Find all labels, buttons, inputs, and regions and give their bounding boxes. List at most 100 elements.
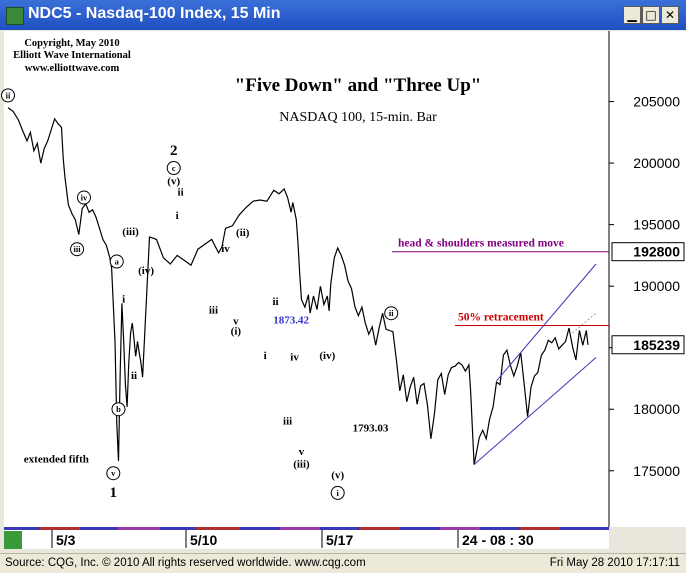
channel-upper-line [496,263,597,382]
y-tick-label: 175000 [633,463,680,479]
wave-label: (iii) [122,226,139,238]
wave-label: ii [272,296,278,308]
wave-label: v [233,316,239,328]
last-price-box [611,335,685,355]
session-band [360,527,400,530]
price-chart: head & shoulders measured move 50% retrac… [1,31,686,549]
annotations: head & shoulders measured move 50% retrac… [392,238,609,327]
price-series [7,107,589,465]
x-tick-label: 5/3 [56,532,76,548]
session-band [560,527,609,530]
wave-label: (iv) [319,350,335,362]
copyright-line-3: www.elliottwave.com [25,63,120,74]
price-axis-background [609,31,686,527]
window-title: NDC5 - Nasdaq-100 Index, 15 Min [28,5,281,22]
wave-label-circle [76,190,91,205]
wave-label: extended fifth [24,453,89,465]
wave-label-circle [384,306,399,321]
title-bar[interactable]: NDC5 - Nasdaq-100 Index, 15 Min ▁ □ ✕ [0,0,686,30]
maximize-button[interactable]: □ [642,6,660,24]
wave-label-circle [166,161,181,175]
y-tick-label: 205000 [633,94,680,110]
copyright-line-2: Elliott Wave International [13,50,131,61]
session-band [160,527,196,530]
minimize-icon: ▁ [627,8,637,22]
y-tick-label: 190000 [633,278,680,294]
x-tick-label: 5/17 [326,532,353,548]
session-band [80,527,118,530]
price-line [7,107,589,465]
minimize-button[interactable]: ▁ [623,6,641,24]
wave-label: (ii) [236,227,250,239]
session-band [240,527,280,530]
measured-move-price-label: 192800 [633,244,680,260]
wave-label-circle [111,402,126,417]
y-tick-label: 200000 [633,155,680,171]
wave-label: c [172,163,176,173]
wave-label: i [176,210,179,222]
close-icon: ✕ [664,8,676,22]
wave-label: (i) [231,325,242,337]
x-tick-label: 5/10 [190,532,217,548]
wave-label: ii [131,370,137,382]
plot-background [4,31,609,527]
wave-label-circle [70,242,85,257]
session-band [440,527,480,530]
x-axis-start-marker [4,531,22,549]
wave-label-circle [106,466,121,481]
status-source-text: Source: CQG, Inc. © 2010 All rights rese… [5,557,366,569]
session-band [480,527,520,530]
last-price-label: 185239 [633,337,680,353]
session-band [520,527,560,530]
wave-label: 1 [110,485,118,501]
wave-label-circle [1,88,15,103]
wave-label: iv [221,243,230,255]
wave-label: 1873.42 [273,314,309,326]
chart-title: "Five Down" and "Three Up" [235,75,482,96]
session-band [400,527,440,530]
wave-label: iv [81,193,88,203]
wave-label: (v) [331,469,344,481]
measured-move-price-box [611,242,685,262]
chart-subtitle: NASDAQ 100, 15-min. Bar [279,110,437,125]
wave-label: (v) [167,175,180,187]
copyright-line-1: Copyright, May 2010 [24,38,119,49]
session-band [280,527,320,530]
wave-label: iii [74,244,82,254]
wave-label: ii [389,308,394,318]
x-axis: 5/3 5/10 5/17 24 - 08 : 30 [4,527,609,549]
session-band [320,527,360,530]
annotation-label: 50% retracement [458,312,544,324]
close-button[interactable]: ✕ [661,6,679,24]
wave-label-circle [330,485,345,500]
wave-label: (iii) [293,458,310,470]
wave-label: v [299,446,305,458]
y-tick-label: 195000 [633,217,680,233]
session-band [196,527,240,530]
wave-label: iii [209,305,218,317]
wave-label: ii [6,90,11,100]
wave-label-circle [109,254,124,269]
app-icon [6,7,24,25]
wave-label: i [122,293,125,305]
wave-label: v [111,468,116,478]
wave-label: 2 [170,143,178,159]
status-timestamp: Fri May 28 2010 17:17:11 [549,557,680,569]
wave-label: 1793.03 [353,423,389,435]
wave-label: b [116,404,121,414]
wave-label: iv [290,351,299,363]
session-band [40,527,80,530]
y-axis: 1750001800001850001900001950002000002050… [609,94,685,479]
wave-label: iii [283,415,292,427]
wave-label: i [264,350,267,362]
trend-channel [473,263,597,465]
annotation-label: head & shoulders measured move [398,238,564,250]
wave-label: a [115,257,120,267]
wave-label: (iv) [138,265,154,277]
channel-lower-line [473,357,597,465]
maximize-icon: □ [645,8,657,22]
status-bar: Source: CQG, Inc. © 2010 All rights rese… [0,553,686,573]
y-tick-label: 180000 [633,401,680,417]
